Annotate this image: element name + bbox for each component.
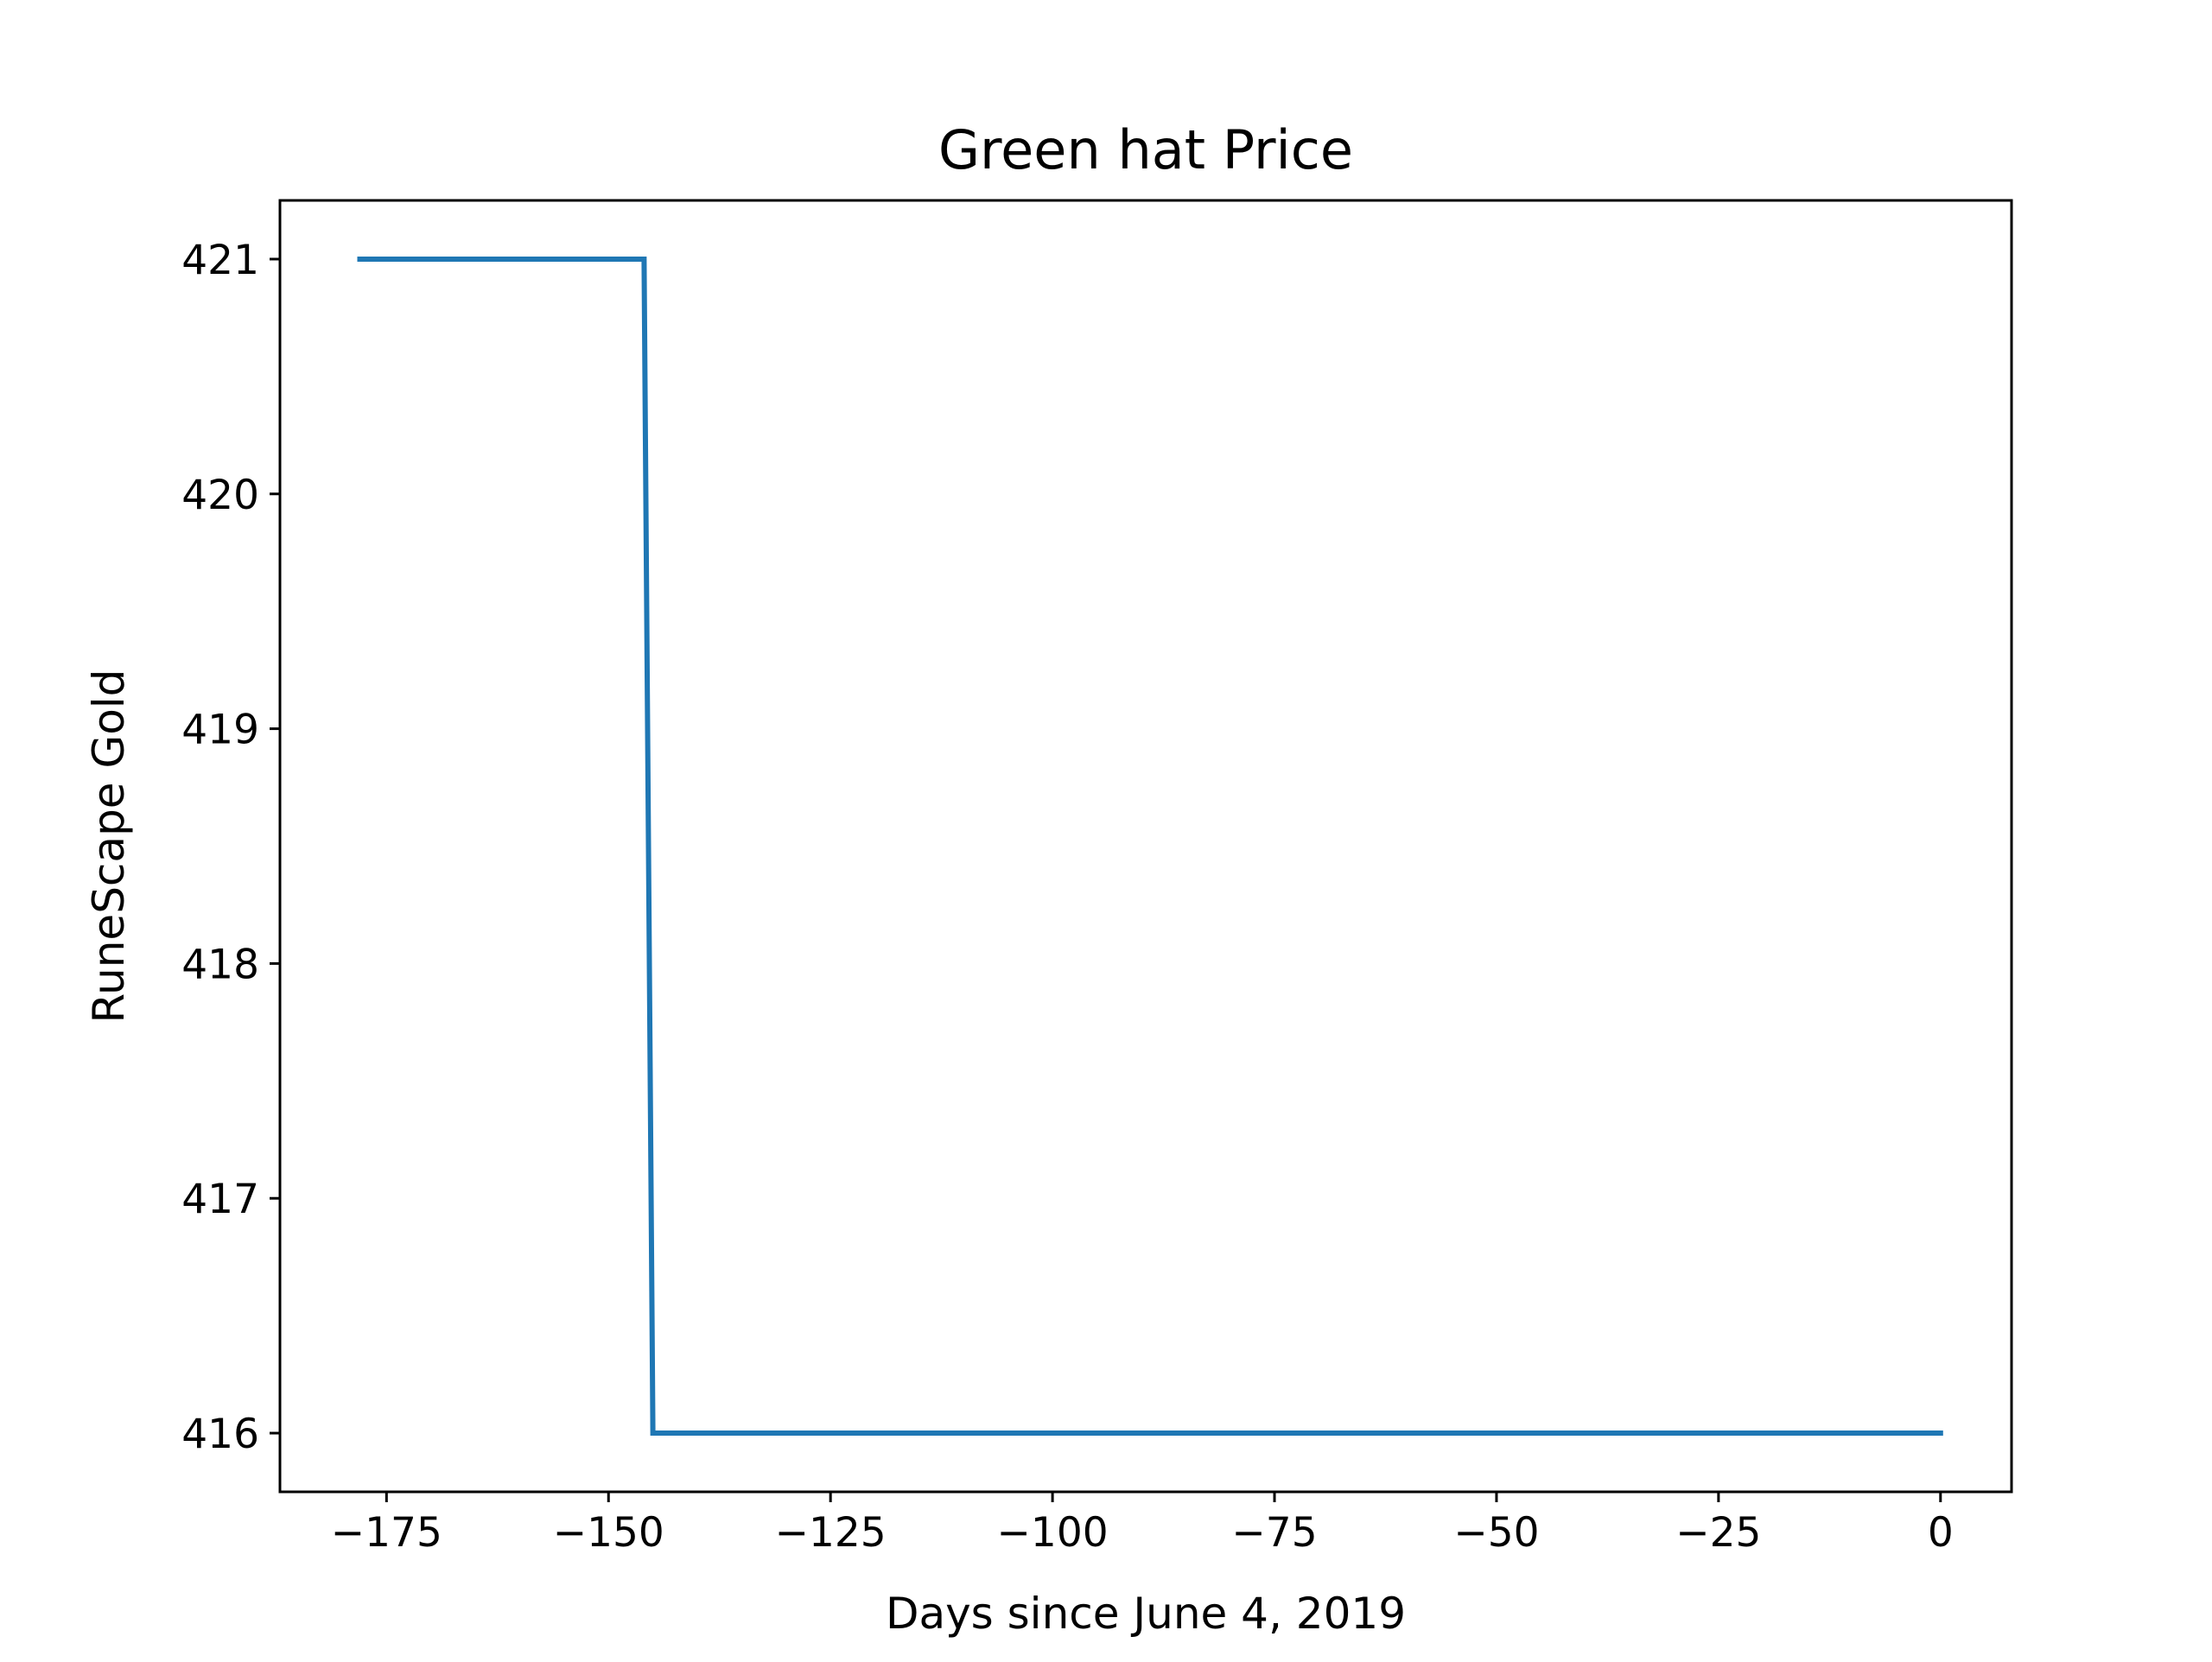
x-tick-label: −25 [1675,1509,1761,1557]
x-tick-label: −175 [331,1509,442,1557]
x-tick-label: −100 [997,1509,1109,1557]
chart-title: Green hat Price [938,118,1353,181]
y-tick-label: 421 [181,237,259,284]
y-axis-label: RuneScape Gold [84,669,134,1024]
x-axis-label: Days since June 4, 2019 [886,1589,1406,1639]
x-axis-ticks: −175 −150 −125 −100 −75 −50 −25 0 [331,1492,1954,1557]
y-tick-label: 417 [181,1176,259,1223]
series-line [357,257,1943,1436]
y-tick-label: 420 [181,472,259,519]
x-tick-label: 0 [1928,1509,1954,1557]
y-axis-ticks: 416 417 418 419 420 421 [181,237,280,1458]
x-tick-label: −125 [775,1509,887,1557]
x-tick-label: −50 [1453,1509,1539,1557]
y-tick-label: 419 [181,707,259,754]
series-layer [357,257,1943,1436]
y-tick-label: 418 [181,941,259,988]
x-tick-label: −150 [553,1509,664,1557]
x-tick-label: −75 [1231,1509,1317,1557]
plot-frame [278,199,2013,1494]
y-tick-label: 416 [181,1411,259,1458]
